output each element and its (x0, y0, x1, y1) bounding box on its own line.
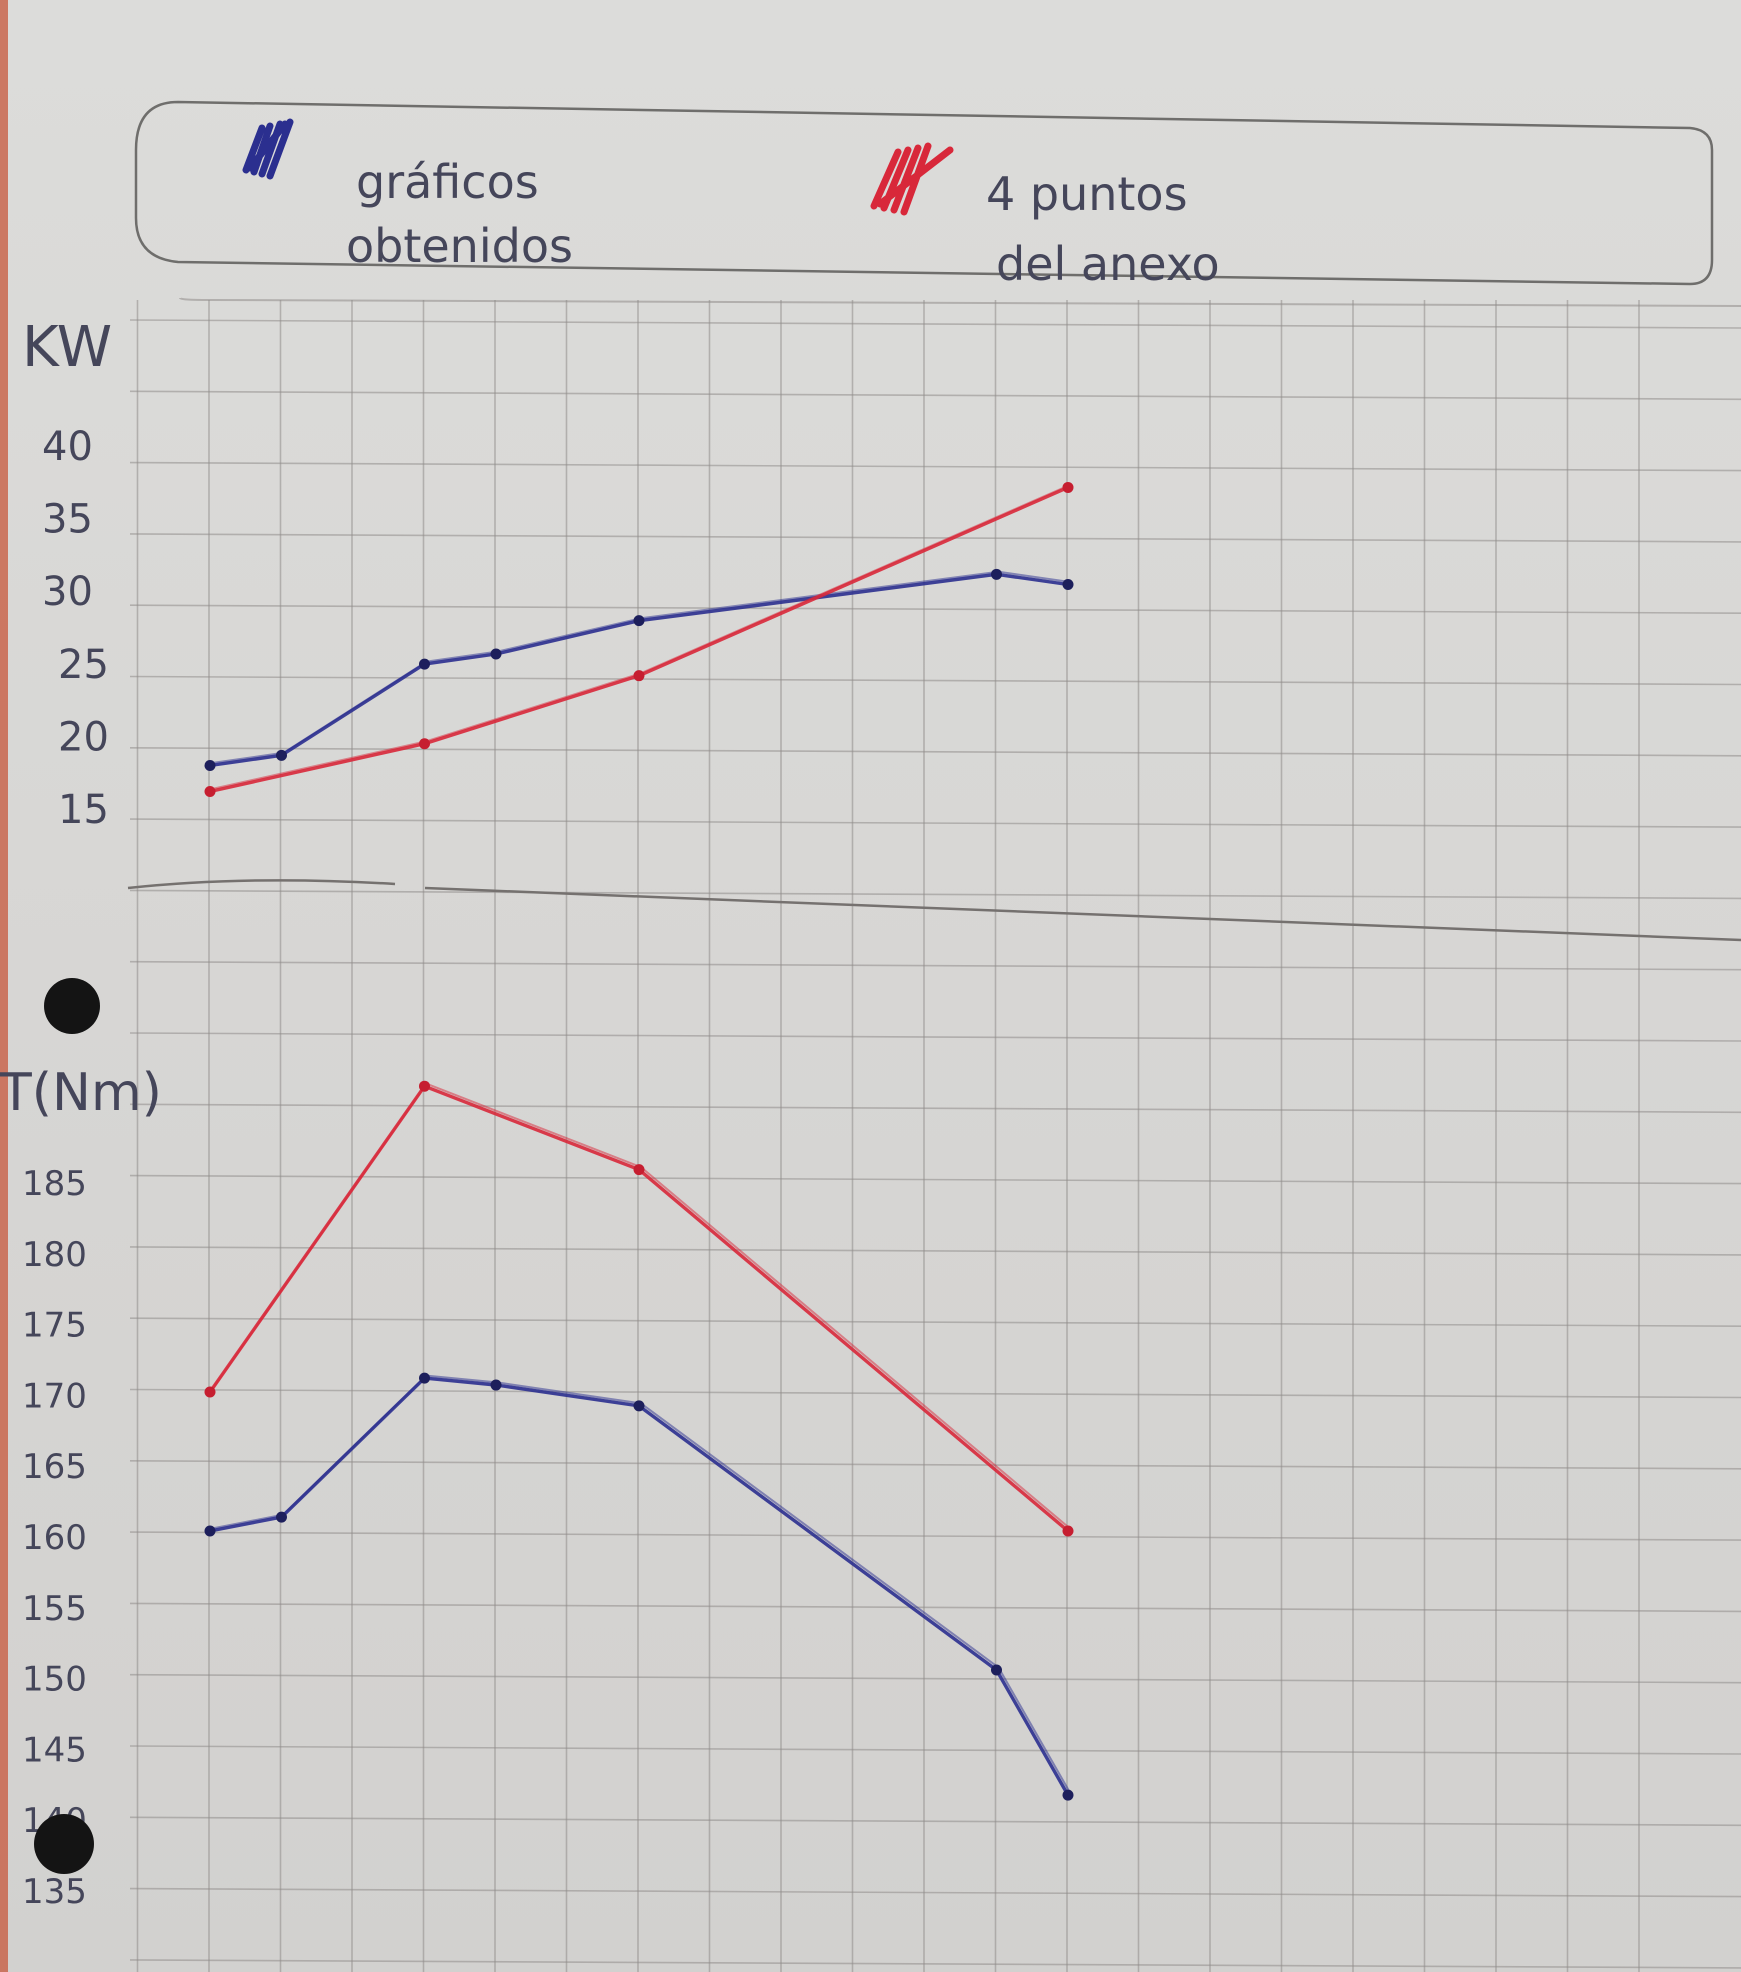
grid-line-horizontal (129, 604, 1741, 615)
grid-line-horizontal (129, 889, 1741, 900)
grid-line-horizontal (129, 1317, 1741, 1327)
power-series-red-point (633, 670, 645, 682)
chart-divider (127, 879, 1741, 942)
grid-line-horizontal (129, 1816, 1741, 1827)
grid-line-horizontal (129, 319, 1741, 329)
torque-tick-label: 170 (22, 1376, 87, 1416)
torque-series-red-point (204, 1386, 216, 1398)
torque-tick-label: 145 (22, 1730, 87, 1770)
torque-series-red-point (419, 1080, 430, 1092)
grid-line-horizontal (129, 960, 1741, 971)
power-series-blue-retrace (211, 570, 1071, 764)
grid-line-horizontal (129, 1602, 1741, 1613)
power-series-blue-point (276, 749, 287, 761)
series-layer (204, 481, 1074, 1801)
grid-line-horizontal (129, 1032, 1741, 1042)
power-series-red-point (419, 738, 430, 750)
legend-label-red-line2: del anexo (996, 237, 1220, 291)
power-series-blue-line (208, 572, 1070, 768)
grid-line-horizontal (129, 1959, 1741, 1969)
torque-series-blue-point (204, 1525, 216, 1537)
power-series-blue-point (991, 568, 1002, 580)
grid-line-horizontal (129, 1531, 1741, 1541)
power-tick-label: 15 (58, 787, 109, 833)
power-tick-label: 40 (42, 424, 93, 470)
legend-label-blue-line2: obtenidos (346, 219, 573, 273)
grid-line-horizontal (129, 1388, 1741, 1399)
legend-label-red-line1: 4 puntos (986, 167, 1188, 221)
power-tick-label: 25 (58, 642, 109, 688)
torque-tick-label: 160 (22, 1518, 87, 1558)
power-series-blue-point (1062, 578, 1074, 590)
power-tick-labels: 40 35 30 25 20 15 (42, 424, 109, 833)
torque-tick-label: 180 (22, 1235, 87, 1275)
grid-line-horizontal (129, 1887, 1741, 1898)
torque-tick-label: 155 (22, 1589, 87, 1629)
power-tick-label: 20 (58, 714, 109, 760)
legend-swatch-red (870, 142, 954, 216)
torque-axis-label: T(Nm) (0, 1063, 162, 1123)
power-series-red-point (1062, 481, 1074, 493)
torque-tick-label: 150 (22, 1660, 87, 1700)
grid-line-horizontal (129, 818, 1741, 828)
power-series-blue-point (419, 658, 430, 670)
power-series-blue-point (633, 615, 645, 627)
power-series-red-point (204, 786, 216, 798)
torque-series-blue-line (208, 1376, 1070, 1797)
torque-series-red-point (1062, 1525, 1074, 1537)
grid-line-horizontal (129, 1174, 1741, 1185)
binder-hole-bottom (34, 1814, 94, 1874)
grid-line-horizontal (129, 390, 1741, 401)
torque-tick-label: 175 (22, 1306, 87, 1346)
grid-line-horizontal (129, 461, 1741, 472)
legend-swatch-blue (242, 118, 294, 180)
torque-series-blue-point (1062, 1789, 1074, 1801)
legend-box (134, 100, 1714, 286)
torque-series-red-point (633, 1164, 645, 1176)
grid-line-horizontal (129, 533, 1741, 543)
torque-tick-label: 185 (22, 1164, 87, 1204)
torque-series-blue-retrace (211, 1374, 1071, 1794)
torque-tick-label: 165 (22, 1447, 87, 1487)
graph-paper-grid (129, 297, 1741, 1972)
binder-hole-top (44, 978, 100, 1034)
legend-label-blue-line1: gráficos (356, 155, 539, 209)
power-axis-label: KW (22, 315, 112, 380)
power-series-blue-point (204, 759, 216, 771)
power-series-red-retrace (211, 483, 1071, 790)
torque-series-blue-point (991, 1664, 1002, 1676)
power-tick-label: 35 (42, 497, 93, 543)
grid-line-horizontal (129, 1460, 1741, 1470)
torque-tick-label: 135 (22, 1872, 87, 1912)
power-tick-label: 30 (42, 569, 93, 615)
grid-line-horizontal (129, 1745, 1741, 1755)
torque-series-blue-point (490, 1379, 502, 1391)
torque-series-blue-point (276, 1511, 287, 1523)
torque-series-blue-point (419, 1372, 430, 1384)
grid-line-horizontal (129, 1673, 1741, 1684)
grid-line-horizontal (129, 1103, 1741, 1114)
torque-series-red-line (208, 1084, 1070, 1533)
power-series-blue-point (490, 648, 502, 660)
legend: gráficos obtenidos 4 puntos del anexo (134, 100, 1714, 291)
grid-line-horizontal (129, 1246, 1741, 1256)
grid-top-border (179, 297, 1741, 307)
torque-tick-labels: 185180175170165160155150145140135 (22, 1164, 87, 1912)
torque-series-blue-point (633, 1400, 645, 1412)
grid-line-horizontal (129, 675, 1741, 686)
power-series-red-line (208, 485, 1070, 794)
